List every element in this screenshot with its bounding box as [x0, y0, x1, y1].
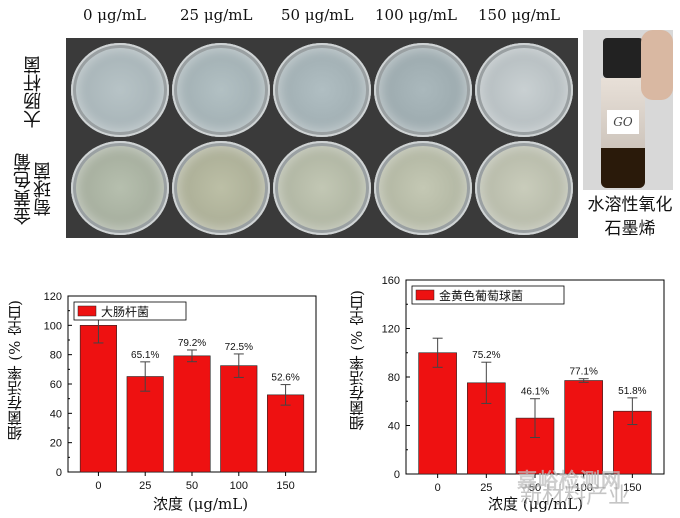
chart2-data-label: 51.8%: [618, 386, 646, 397]
petri-dish-ecoli-25: [172, 43, 270, 137]
chart2-ytick-label: 120: [382, 324, 400, 336]
chart1-bar: [267, 394, 305, 473]
chart1-ylabel: 细菌存活率 (% 空白): [6, 300, 24, 441]
chart1-xlabel: 浓度 (μg/mL): [153, 495, 249, 513]
chart1-ytick-label: 0: [56, 467, 62, 479]
chart2-data-label: 75.2%: [472, 350, 500, 361]
chart2-xtick-label: 50: [529, 482, 541, 494]
chart1-ytick-label: 100: [44, 320, 62, 332]
go-vial-photo: GO: [583, 30, 673, 190]
petri-dish-saureus-100: [374, 141, 472, 235]
chart2-data-label: 77.1%: [569, 367, 597, 378]
chart1-xtick-label: 50: [186, 480, 198, 492]
vial-cap: [603, 38, 643, 78]
petri-dish-saureus-25: [172, 141, 270, 235]
chart2-xtick-label: 150: [623, 482, 641, 494]
concentration-label-50: 50 μg/mL: [281, 6, 354, 24]
chart2-legend-box: [411, 285, 565, 305]
vial-label: GO: [607, 110, 639, 134]
chart1-bar: [173, 355, 211, 473]
chart1-bar: [79, 325, 117, 473]
vial-liquid: [601, 148, 645, 188]
petri-dish-panel: [66, 38, 578, 238]
petri-dish-saureus-0: [71, 141, 169, 235]
chart1-data-label: 72.5%: [225, 342, 253, 353]
petri-dish-ecoli-150: [475, 43, 573, 137]
chart1-data-label: 65.1%: [131, 350, 159, 361]
chart1-xtick-label: 0: [95, 480, 101, 492]
petri-dish-ecoli-50: [273, 43, 371, 137]
chart2-xtick-label: 25: [480, 482, 492, 494]
chart1-xtick-label: 100: [230, 480, 248, 492]
concentration-label-0: 0 μg/mL: [83, 6, 146, 24]
vial-caption: 水溶性氧化石墨烯: [587, 195, 673, 239]
chart2-ytick-label: 0: [394, 469, 400, 481]
chart2-ytick-label: 80: [388, 372, 400, 384]
row-label-saureus: 金黄色葡萄球菌: [13, 153, 54, 225]
chart2-ylabel: 细菌存活率 (% 空白): [348, 290, 366, 431]
chart1-ytick-label: 80: [50, 350, 62, 362]
chart1-ytick-label: 20: [50, 438, 62, 450]
watermark-line2: 新材料产业: [520, 484, 631, 509]
chart1-legend-label: 大肠杆菌: [101, 305, 149, 319]
chart2-xtick-label: 100: [574, 482, 592, 494]
chart1-ytick-label: 120: [44, 291, 62, 303]
chart2-data-label: 46.1%: [521, 387, 549, 398]
concentration-label-150: 150 μg/mL: [478, 6, 560, 24]
chart1-legend-swatch: [77, 305, 97, 317]
chart1-data-label: 52.6%: [271, 373, 299, 384]
chart2-bar: [564, 380, 603, 475]
chart2-legend-swatch: [415, 289, 435, 301]
chart2-bar: [418, 352, 457, 475]
chart1-ytick-label: 40: [50, 408, 62, 420]
vial-finger: [641, 30, 673, 100]
chart1-legend-box: [73, 301, 187, 321]
chart2-xlabel: 浓度 (μg/mL): [488, 495, 584, 513]
petri-dish-ecoli-100: [374, 43, 472, 137]
watermark-line1: 嘉峪检测网: [517, 468, 622, 492]
chart2-legend-label: 金黄色葡萄球菌: [439, 288, 523, 303]
chart2-xtick-label: 0: [435, 482, 441, 494]
chart1-ytick-label: 60: [50, 379, 62, 391]
chart1-bar: [220, 365, 258, 473]
chart1-xtick-label: 25: [139, 480, 151, 492]
chart2-ytick-label: 40: [388, 421, 400, 433]
petri-dish-saureus-50: [273, 141, 371, 235]
chart1-xtick-label: 150: [276, 480, 294, 492]
chart-ecoli: 0 20 40 60 80 100 120 0 25 65.1% 50 79.2% 100 72.5% 15…: [44, 291, 317, 492]
concentration-label-25: 25 μg/mL: [180, 6, 253, 24]
concentration-label-100: 100 μg/mL: [375, 6, 457, 24]
chart1-bar: [126, 376, 164, 473]
row-label-ecoli: 大肠杆菌: [23, 56, 44, 128]
petri-dish-ecoli-0: [71, 43, 169, 137]
chart-saureus: 0 40 80 120 160 0 25 75.2% 50 46.1% 100 77.1% 150 51.…: [382, 275, 665, 494]
chart2-ytick-label: 160: [382, 275, 400, 287]
petri-dish-saureus-150: [475, 141, 573, 235]
chart1-data-label: 79.2%: [178, 338, 206, 349]
